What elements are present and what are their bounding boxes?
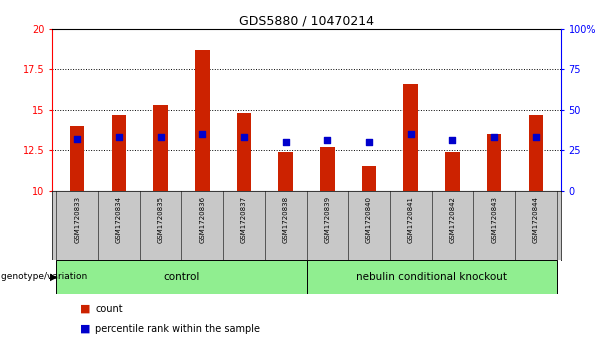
Bar xyxy=(362,166,376,191)
Bar xyxy=(112,115,126,191)
Title: GDS5880 / 10470214: GDS5880 / 10470214 xyxy=(239,15,374,28)
Bar xyxy=(487,134,501,191)
Text: nebulin conditional knockout: nebulin conditional knockout xyxy=(356,272,507,282)
Text: GSM1720844: GSM1720844 xyxy=(533,196,539,243)
Text: GSM1720841: GSM1720841 xyxy=(408,196,414,243)
Point xyxy=(72,136,82,142)
Text: ■: ■ xyxy=(80,303,90,314)
Point xyxy=(364,139,374,145)
Bar xyxy=(56,260,306,294)
Bar xyxy=(195,50,210,191)
Bar xyxy=(320,147,335,191)
Text: control: control xyxy=(163,272,200,282)
Bar xyxy=(306,260,557,294)
Bar xyxy=(445,152,460,191)
Point xyxy=(156,134,166,140)
Text: GSM1720835: GSM1720835 xyxy=(158,196,164,243)
Text: ▶: ▶ xyxy=(50,272,58,282)
Text: GSM1720837: GSM1720837 xyxy=(241,196,247,243)
Point xyxy=(239,134,249,140)
Point xyxy=(489,134,499,140)
Point xyxy=(281,139,291,145)
Text: GSM1720843: GSM1720843 xyxy=(491,196,497,243)
Text: GSM1720838: GSM1720838 xyxy=(283,196,289,243)
Point xyxy=(114,134,124,140)
Bar xyxy=(237,113,251,191)
Text: ■: ■ xyxy=(80,323,90,334)
Text: percentile rank within the sample: percentile rank within the sample xyxy=(95,323,260,334)
Text: count: count xyxy=(95,303,123,314)
Point xyxy=(406,131,416,137)
Point xyxy=(197,131,207,137)
Point xyxy=(322,138,332,143)
Text: GSM1720836: GSM1720836 xyxy=(199,196,205,243)
Bar xyxy=(528,115,543,191)
Bar xyxy=(403,84,418,191)
Bar xyxy=(70,126,85,191)
Text: GSM1720833: GSM1720833 xyxy=(74,196,80,243)
Point xyxy=(531,134,541,140)
Bar xyxy=(278,152,293,191)
Point xyxy=(447,138,457,143)
Text: GSM1720839: GSM1720839 xyxy=(324,196,330,243)
Bar xyxy=(153,105,168,191)
Text: GSM1720840: GSM1720840 xyxy=(366,196,372,243)
Text: GSM1720834: GSM1720834 xyxy=(116,196,122,243)
Text: genotype/variation: genotype/variation xyxy=(1,272,89,281)
Text: GSM1720842: GSM1720842 xyxy=(449,196,455,243)
